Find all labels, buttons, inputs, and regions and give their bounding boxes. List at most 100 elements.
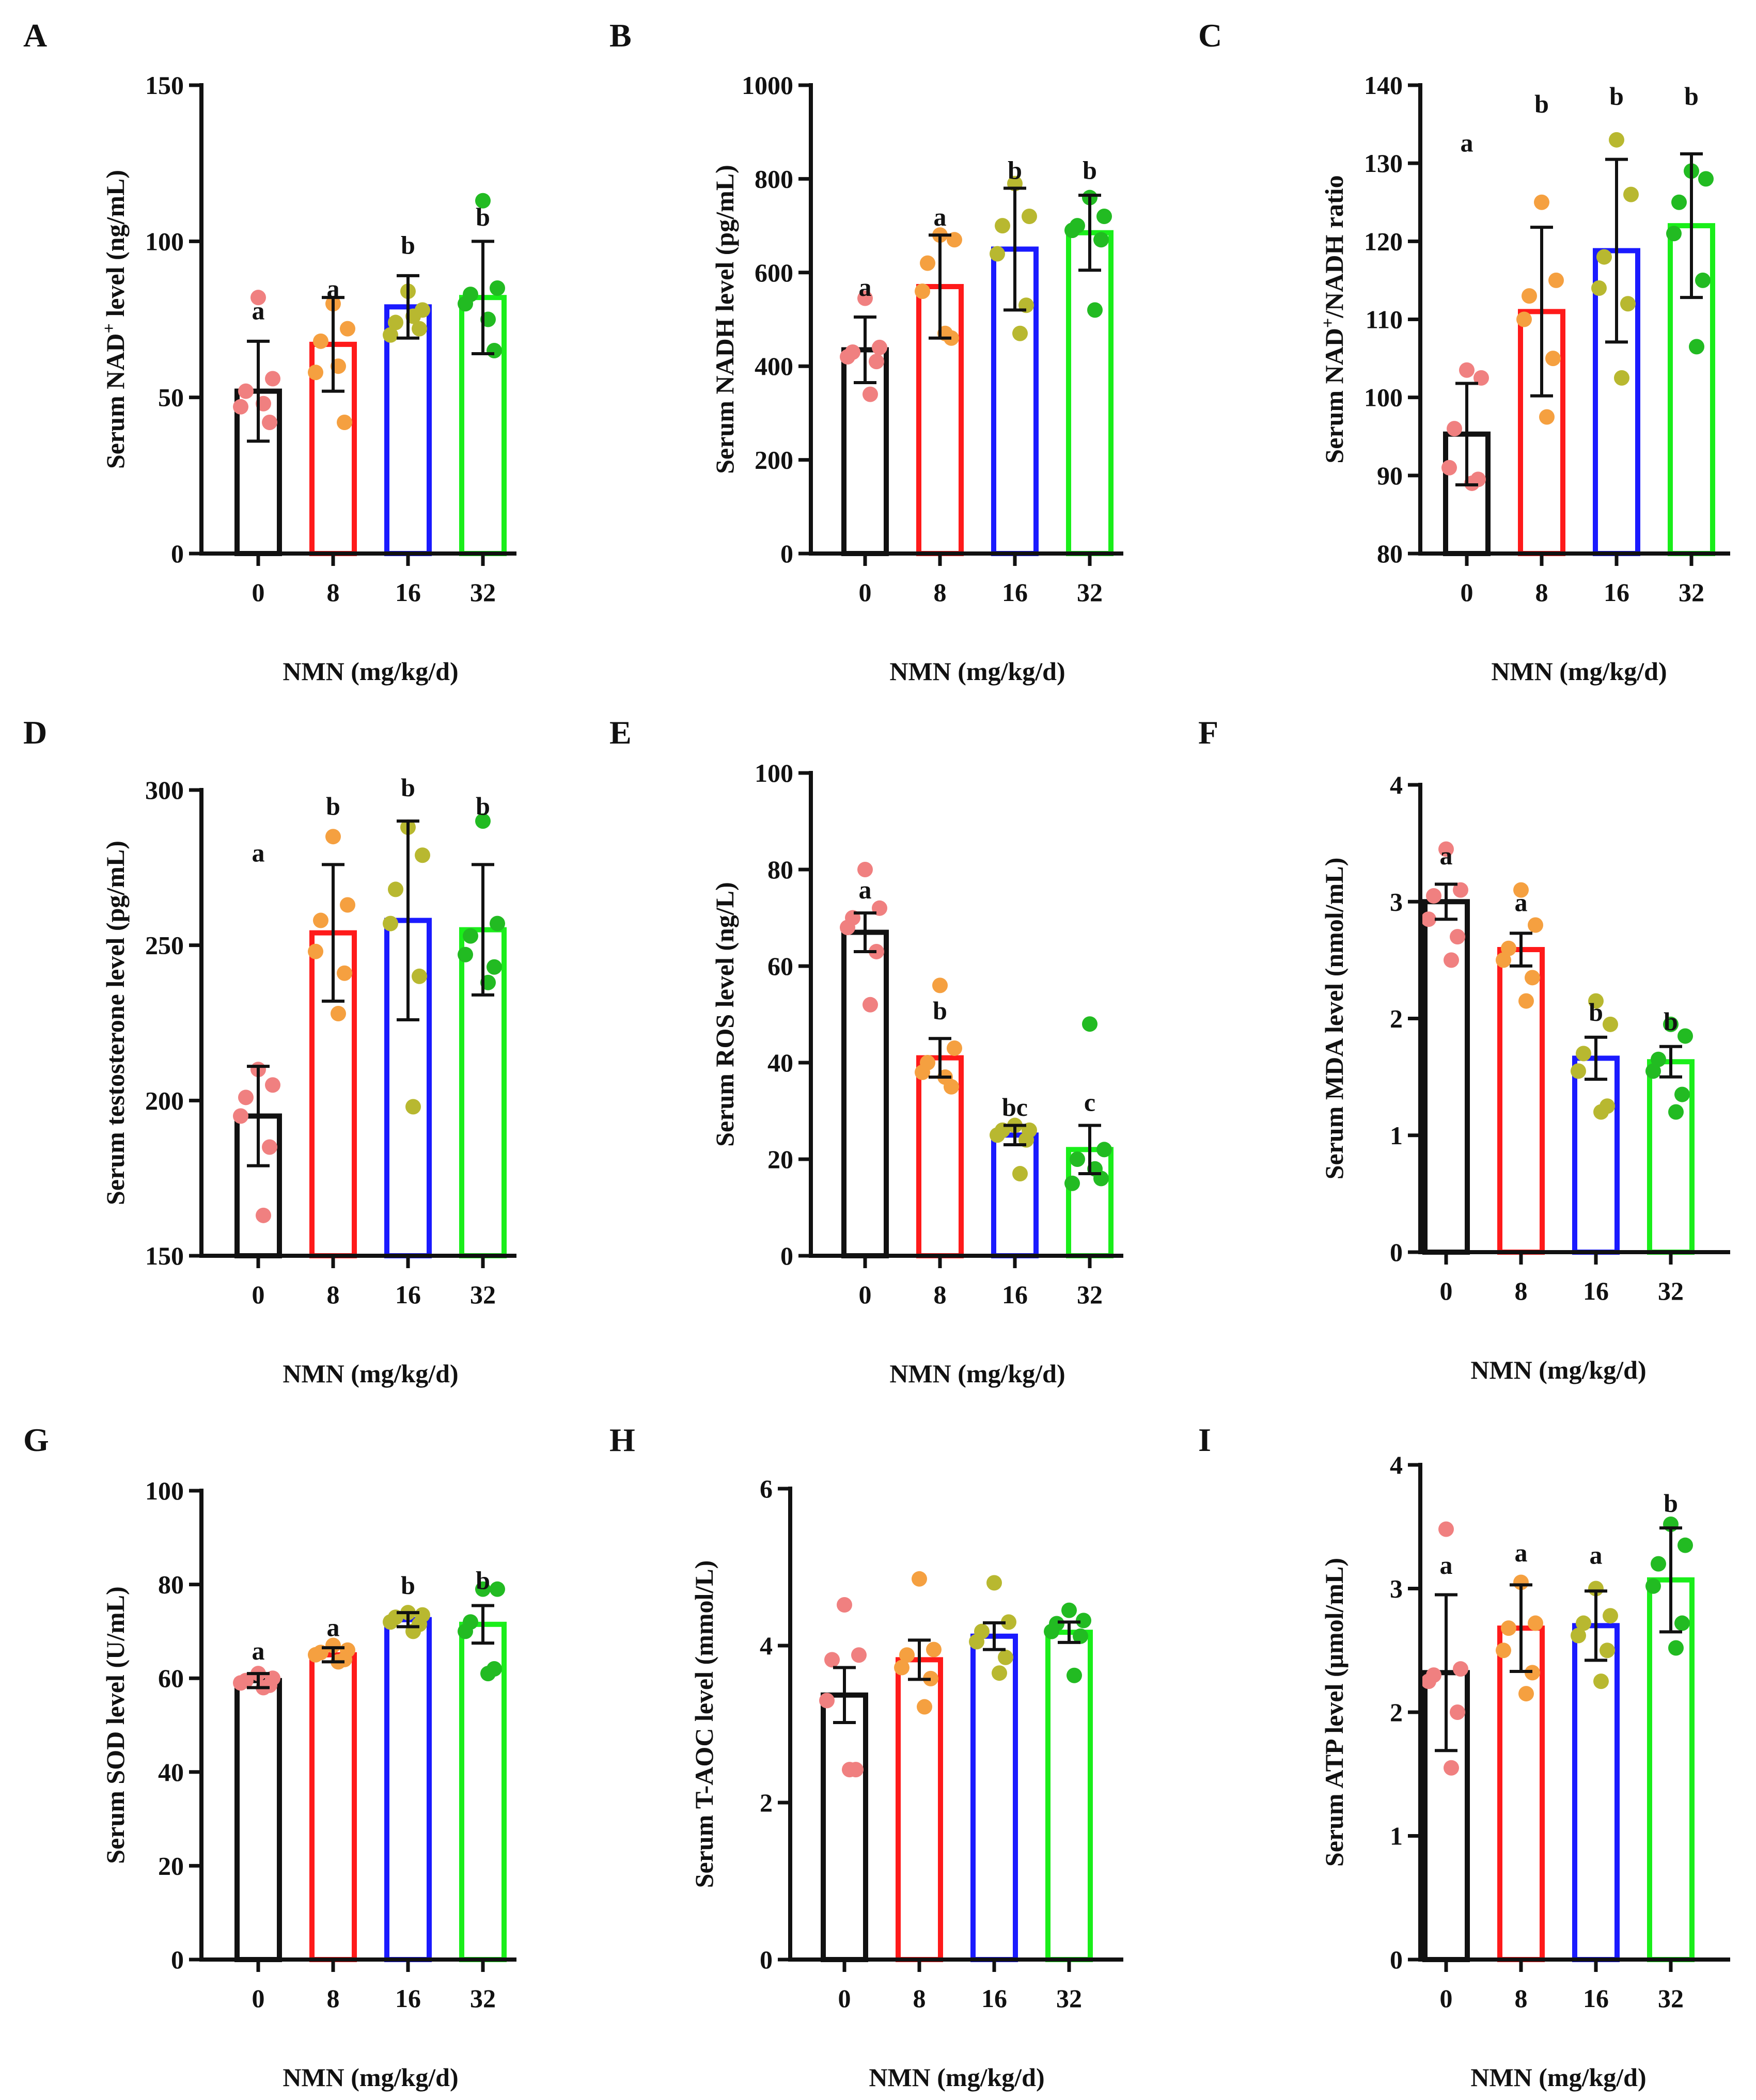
- data-point: [926, 1641, 942, 1657]
- data-point: [1588, 993, 1604, 1009]
- data-point: [915, 283, 930, 299]
- data-point: [265, 1077, 280, 1093]
- y-tick-label: 150: [145, 71, 184, 100]
- data-point: [388, 314, 403, 330]
- y-tick-label: 1: [1390, 1822, 1403, 1851]
- significance-letter: b: [476, 792, 490, 820]
- error-bar: [1659, 1526, 1682, 1634]
- data-point: [383, 327, 398, 343]
- x-tick-label: 0: [252, 1984, 265, 2013]
- data-point: [1593, 1104, 1609, 1120]
- y-tick-label: 1000: [742, 71, 793, 100]
- y-tick-label: 2: [1390, 1698, 1403, 1727]
- y-tick-label: 100: [145, 227, 184, 256]
- data-point: [990, 1127, 1005, 1143]
- data-point: [1548, 272, 1564, 288]
- x-axis-title: NMN (mg/kg/d): [1470, 2063, 1646, 2092]
- x-axis-title: NMN (mg/kg/d): [283, 657, 458, 686]
- panel-letter: I: [1198, 1422, 1211, 1458]
- error-bar: [247, 1065, 270, 1167]
- panel-letter: F: [1198, 714, 1218, 751]
- y-tick-label: 0: [1390, 1238, 1403, 1267]
- error-bar: [1435, 1593, 1457, 1752]
- y-tick-label: 50: [158, 383, 184, 412]
- data-point: [490, 280, 505, 296]
- x-tick-label: 16: [1604, 578, 1629, 607]
- error-bar: [1004, 1124, 1026, 1146]
- bar: [1066, 230, 1114, 556]
- y-tick-label: 130: [1364, 149, 1403, 178]
- significance-letter: a: [859, 273, 872, 302]
- y-tick-label: 200: [755, 446, 793, 475]
- bar: [234, 1678, 282, 1962]
- x-axis-title: NMN (mg/kg/d): [283, 2063, 458, 2092]
- y-tick-label: 80: [767, 855, 793, 884]
- significance-letter: a: [1440, 841, 1453, 870]
- y-tick-label: 400: [755, 352, 793, 381]
- data-point: [1603, 1608, 1618, 1624]
- panel-i: Ia a a b 0 1 2 3 4 0 8 16 32 NMN (mg/kg/d) Serum ATP l…: [1198, 1422, 1730, 2092]
- x-tick-label: 16: [395, 578, 421, 607]
- panel-letter: E: [609, 714, 632, 751]
- panel-d: Da b b b 150 200 250 300 0 8 16 32 NMN (mg/kg/d) Seru…: [23, 714, 516, 1388]
- error-bar: [322, 1646, 344, 1664]
- error-bar: [1510, 1583, 1532, 1673]
- panel-b: Ba a b b 0 200 400 600 800 1000 0 8 16 32 NMN (mg/kg/d…: [609, 17, 1123, 686]
- x-axis-title: NMN (mg/kg/d): [1491, 657, 1667, 686]
- data-point: [1545, 351, 1561, 367]
- y-tick-label: 3: [1390, 1574, 1403, 1603]
- data-point: [1453, 1661, 1468, 1677]
- x-tick-label: 0: [252, 1280, 265, 1309]
- panel-f: Fa a b b 0 1 2 3 4 0 8 16 32 NMN (mg/kg/d) Serum MDA l…: [1198, 714, 1730, 1384]
- data-point: [1671, 194, 1687, 210]
- data-point: [337, 415, 352, 431]
- data-point: [238, 383, 254, 399]
- data-point: [1528, 917, 1543, 933]
- y-axis-title: Serum NAD+ level (ng/mL): [100, 170, 130, 469]
- error-bar: [929, 1037, 951, 1079]
- error-bar: [397, 1611, 419, 1629]
- data-point: [383, 1614, 398, 1630]
- data-point: [1609, 132, 1624, 148]
- y-tick-label: 0: [780, 1241, 793, 1270]
- bar: [970, 1633, 1018, 1962]
- data-point: [1620, 296, 1636, 312]
- data-point: [1666, 226, 1682, 242]
- panel-c: Ca b b b 80 90 100 110 120 130 140 0 8 16 32 NMN (mg/kg…: [1198, 17, 1730, 686]
- y-axis-title: Serum testosterone level (pg/mL): [101, 841, 130, 1205]
- x-tick-label: 32: [1077, 1280, 1103, 1309]
- data-point: [1501, 1620, 1516, 1636]
- x-tick-label: 32: [470, 1984, 496, 2013]
- y-tick-label: 20: [767, 1145, 793, 1174]
- y-axis-title: Serum SOD level (U/mL): [101, 1586, 130, 1864]
- panel-g: Ga a b b 0 20 40 60 80 100 0 8 16 32 NMN (mg/kg/d) Seru…: [23, 1422, 516, 2092]
- data-point: [840, 349, 855, 365]
- significance-letter: b: [476, 202, 490, 231]
- significance-letter: a: [1590, 1541, 1603, 1570]
- y-tick-label: 80: [158, 1570, 184, 1599]
- significance-letter: a: [1461, 128, 1473, 157]
- x-axis-title: NMN (mg/kg/d): [889, 1359, 1065, 1388]
- bar: [821, 1692, 868, 1962]
- data-point: [233, 1108, 248, 1124]
- data-point: [1067, 1667, 1082, 1683]
- significance-letter: a: [934, 202, 947, 231]
- data-point: [412, 321, 427, 337]
- error-bar: [908, 1638, 931, 1681]
- error-bar: [247, 1672, 270, 1690]
- error-bar: [472, 1604, 494, 1645]
- significance-letter: b: [1589, 998, 1603, 1027]
- y-tick-label: 800: [755, 164, 793, 193]
- x-tick-label: 8: [1515, 1276, 1528, 1305]
- data-point: [1064, 223, 1080, 239]
- data-point: [947, 1040, 962, 1056]
- data-point: [1516, 311, 1532, 327]
- data-point: [487, 959, 502, 975]
- x-tick-label: 8: [327, 1984, 340, 2013]
- data-point: [1064, 1175, 1080, 1191]
- panel-letter: H: [609, 1422, 635, 1458]
- data-point: [1623, 186, 1639, 202]
- data-point: [1501, 940, 1516, 956]
- data-point: [238, 1090, 254, 1106]
